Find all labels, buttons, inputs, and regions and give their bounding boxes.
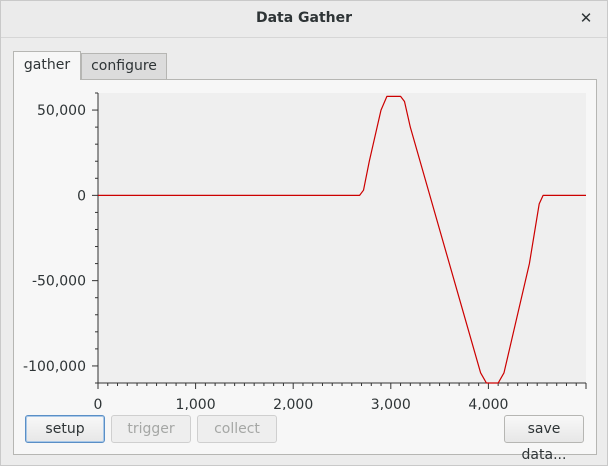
plot-area <box>98 93 586 383</box>
collect-button[interactable]: collect <box>197 415 277 443</box>
y-tick-label: -50,000 <box>32 274 86 290</box>
x-tick-label: 0 <box>94 397 103 410</box>
data-chart: 50,000 0 -50,000 -100,000 0 1,000 2,000 3,000 4,… <box>23 92 587 410</box>
close-button[interactable]: ✕ <box>577 9 595 27</box>
tab-gather[interactable]: gather <box>13 51 81 80</box>
y-tick-label: 0 <box>77 188 86 204</box>
title-bar[interactable]: Data Gather ✕ <box>1 1 607 38</box>
x-tick-label: 3,000 <box>371 397 411 410</box>
y-tick-label: -100,000 <box>23 359 86 375</box>
y-tick-label: 50,000 <box>37 103 86 119</box>
x-tick-label: 2,000 <box>273 397 313 410</box>
save-data-button[interactable]: save data... <box>504 415 584 463</box>
window-title: Data Gather <box>255 10 353 26</box>
close-icon[interactable]: ✕ <box>579 9 593 27</box>
gather-panel: 50,000 0 -50,000 -100,000 0 1,000 2,000 3,000 4,… <box>13 79 597 455</box>
trigger-button[interactable]: trigger <box>111 415 191 443</box>
x-tick-label: 1,000 <box>176 397 216 410</box>
setup-button[interactable]: setup <box>25 415 105 443</box>
series-line <box>98 95 586 384</box>
x-tick-label: 4,000 <box>468 397 508 410</box>
tab-configure[interactable]: configure <box>81 53 167 79</box>
